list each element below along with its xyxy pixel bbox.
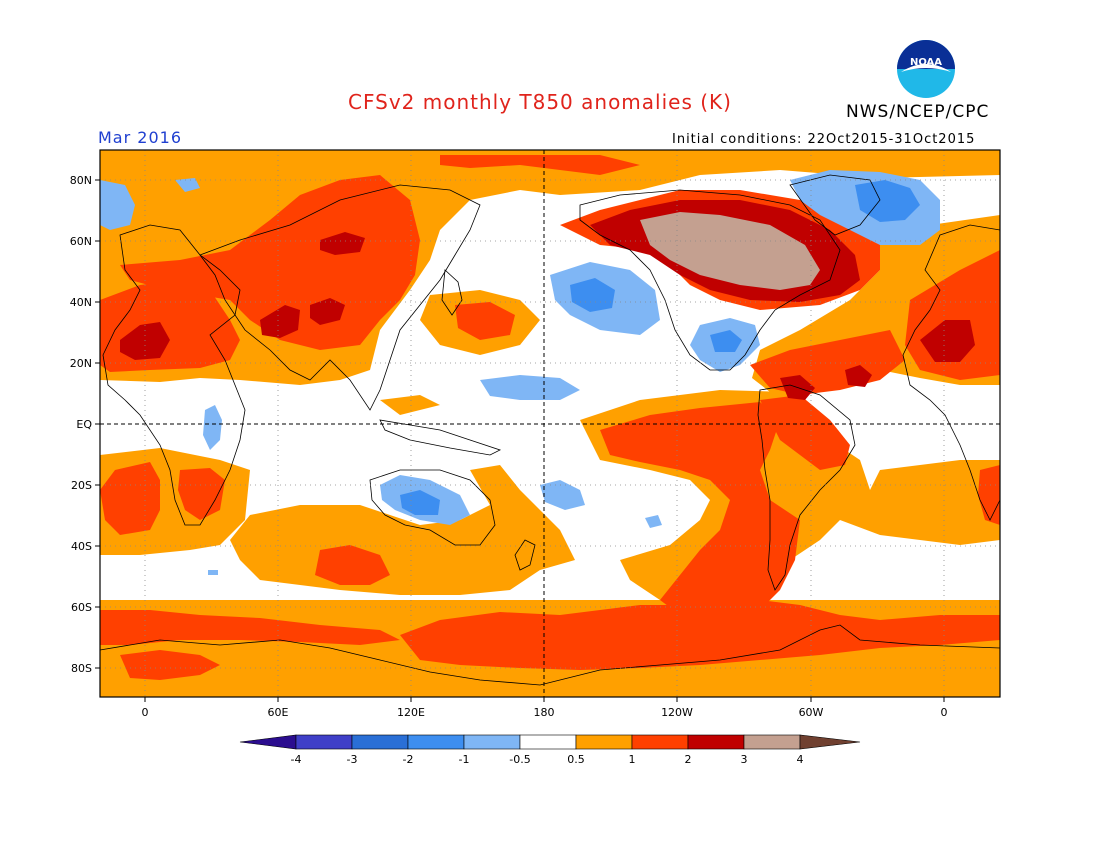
lat-label: 40N bbox=[70, 296, 92, 309]
lon-label: 60W bbox=[799, 706, 824, 719]
colorbar-swatch bbox=[687, 734, 745, 750]
lon-label: 0 bbox=[142, 706, 149, 719]
coastlines bbox=[100, 174, 1000, 686]
graticule bbox=[100, 150, 1000, 697]
colorbar-tick: -4 bbox=[291, 753, 302, 766]
colorbar-swatch bbox=[407, 734, 465, 750]
noaa-logo-text: NOAA bbox=[910, 57, 942, 68]
lon-label: 120E bbox=[397, 706, 425, 719]
lat-label: 20S bbox=[71, 479, 92, 492]
initial-conditions-label: Initial conditions: 22Oct2015-31Oct2015 bbox=[672, 132, 976, 147]
colorbar-tick: -2 bbox=[403, 753, 414, 766]
noaa-logo: NOAA bbox=[897, 40, 955, 98]
colorbar-tick: 0.5 bbox=[567, 753, 585, 766]
colorbar-swatch bbox=[463, 734, 521, 750]
lon-label: 0 bbox=[941, 706, 948, 719]
lat-label: EQ bbox=[76, 418, 92, 431]
colorbar-tick: -0.5 bbox=[509, 753, 530, 766]
colorbar: -4 -3 -2 -1 -0.5 0.5 1 2 3 4 bbox=[239, 734, 861, 766]
colorbar-arrow-low bbox=[239, 734, 297, 750]
anomaly-band-neg1-neg2 bbox=[400, 180, 920, 515]
lat-label: 40S bbox=[71, 540, 92, 553]
axis-ticks bbox=[95, 179, 945, 702]
colorbar-tick: 1 bbox=[629, 753, 636, 766]
valid-period-label: Mar 2016 bbox=[98, 128, 182, 147]
colorbar-swatch bbox=[575, 734, 633, 750]
colorbar-tick: -3 bbox=[347, 753, 358, 766]
lat-label: 20N bbox=[70, 357, 92, 370]
agency-label: NWS/NCEP/CPC bbox=[846, 102, 990, 122]
map-title: CFSv2 monthly T850 anomalies (K) bbox=[348, 90, 732, 114]
colorbar-tick: 2 bbox=[685, 753, 692, 766]
anomaly-field bbox=[100, 150, 1000, 697]
colorbar-swatch bbox=[295, 734, 353, 750]
colorbar-tick: 3 bbox=[741, 753, 748, 766]
colorbar-arrow-high bbox=[799, 734, 861, 750]
colorbar-tick: 4 bbox=[797, 753, 804, 766]
anomaly-band-3-4 bbox=[640, 212, 820, 290]
lon-label: 120W bbox=[661, 706, 693, 719]
lat-label: 80S bbox=[71, 662, 92, 675]
reference-lines bbox=[100, 150, 1000, 697]
colorbar-swatch bbox=[743, 734, 801, 750]
lat-label: 60S bbox=[71, 601, 92, 614]
lat-label: 60N bbox=[70, 235, 92, 248]
longitude-labels: 0 60E 120E 180 120W 60W 0 bbox=[142, 706, 948, 719]
latitude-labels: 80N 60N 40N 20N EQ 20S 40S 60S 80S bbox=[70, 174, 93, 675]
colorbar-swatch bbox=[631, 734, 689, 750]
lat-label: 80N bbox=[70, 174, 92, 187]
colorbar-tick: -1 bbox=[459, 753, 470, 766]
colorbar-swatch bbox=[351, 734, 409, 750]
colorbar-swatch bbox=[519, 734, 577, 750]
lon-label: 60E bbox=[268, 706, 289, 719]
lon-label: 180 bbox=[534, 706, 555, 719]
